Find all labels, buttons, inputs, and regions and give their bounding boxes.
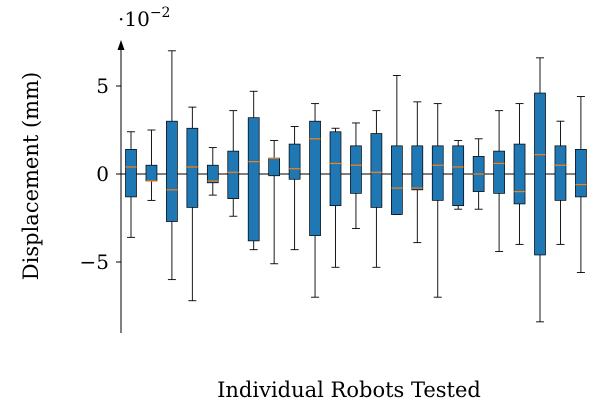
iqr-box (125, 149, 137, 198)
iqr-box (145, 164, 158, 182)
iqr-box (431, 145, 444, 201)
y-scale-factor-label: ·10−2 (118, 5, 170, 31)
box-23 (575, 96, 587, 274)
iqr-box (534, 92, 546, 256)
iqr-box (370, 133, 383, 208)
box-1 (125, 131, 137, 238)
iqr-box (206, 164, 219, 184)
iqr-box (227, 150, 240, 199)
iqr-box (411, 145, 424, 191)
iqr-box (350, 145, 362, 194)
iqr-box (166, 120, 178, 222)
box-16 (431, 103, 444, 298)
x-axis-label: Individual Robots Tested (217, 378, 481, 402)
iqr-box (391, 145, 403, 215)
iqr-box (329, 131, 342, 207)
box-7 (247, 90, 260, 251)
box-2 (145, 129, 158, 201)
y-scale-base: ·10 (118, 7, 150, 31)
iqr-box (186, 127, 199, 208)
box-11 (329, 127, 342, 268)
iqr-box (452, 145, 465, 207)
box-3 (166, 50, 178, 281)
box-14 (391, 74, 403, 215)
iqr-box (309, 120, 321, 236)
box-5 (206, 147, 219, 196)
box-17 (452, 140, 465, 210)
box-21 (534, 57, 546, 323)
boxes (125, 50, 587, 323)
iqr-box (288, 143, 301, 180)
box-20 (513, 103, 526, 245)
box-15 (411, 101, 424, 244)
box-19 (493, 110, 505, 252)
box-8 (268, 140, 280, 265)
y-ticks: 5 0 −5 (80, 74, 121, 274)
box-9 (288, 126, 301, 251)
box-22 (554, 120, 567, 245)
box-10 (309, 103, 321, 298)
box-12 (350, 122, 362, 230)
box-4 (186, 106, 199, 302)
y-tick-label: 0 (96, 162, 109, 186)
y-axis-arrowhead (117, 40, 125, 50)
iqr-box (268, 157, 280, 177)
iqr-box (513, 143, 526, 205)
box-6 (227, 110, 240, 217)
y-tick-label: 5 (96, 74, 109, 98)
box-18 (472, 138, 485, 210)
iqr-box (493, 150, 505, 194)
iqr-box (554, 145, 567, 201)
y-axis-label: Displacement (mm) (19, 72, 43, 280)
y-scale-exponent: −2 (150, 5, 171, 21)
iqr-box (575, 149, 587, 198)
iqr-box (247, 117, 260, 242)
box-13 (370, 110, 383, 268)
y-tick-label: −5 (80, 250, 109, 274)
